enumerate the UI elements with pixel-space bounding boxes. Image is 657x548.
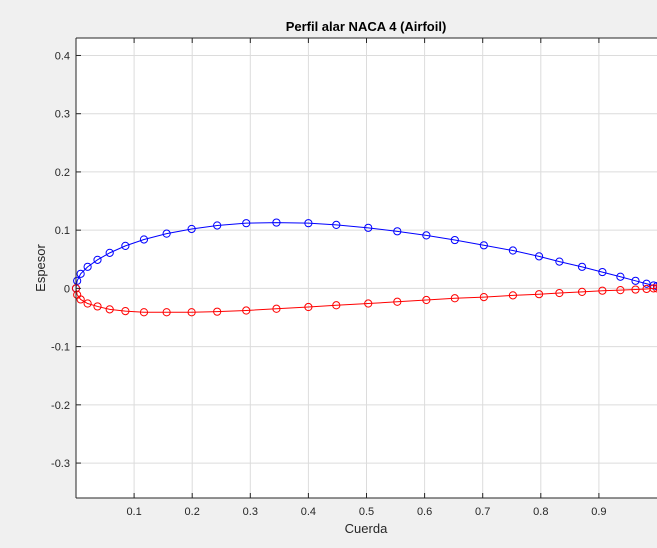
y-tick-label: 0.4 (55, 50, 70, 62)
y-tick-label: 0.2 (55, 167, 70, 179)
axes (75, 37, 657, 499)
chart-title: Perfil alar NACA 4 (Airfoil) (286, 19, 447, 34)
upper-surface-point (577, 262, 587, 271)
x-tick-label: 0.2 (185, 506, 200, 518)
lower-surface-point (616, 286, 625, 295)
upper-surface-point (213, 221, 222, 230)
lower-surface-point (121, 306, 130, 316)
lower-surface-point (304, 302, 313, 312)
lower-surface-line (75, 287, 657, 313)
lower-surface-point (83, 299, 92, 308)
lower-surface-point (364, 299, 373, 308)
lower-surface-point (93, 302, 102, 311)
upper-surface-line (75, 222, 657, 289)
upper-surface-point (187, 224, 196, 234)
upper-surface-point (598, 267, 607, 277)
x-tick-label: 0.9 (591, 506, 606, 518)
lower-surface-point (105, 305, 114, 314)
y-tick-label: -0.3 (51, 458, 70, 470)
lower-surface-point (187, 308, 196, 317)
x-tick-label: 0.6 (417, 506, 432, 518)
lower-surface-point (272, 304, 281, 313)
upper-surface-point (139, 235, 149, 244)
upper-surface-point (83, 262, 92, 271)
upper-surface-point (272, 218, 281, 227)
upper-surface-point (304, 219, 313, 228)
lower-surface-point (332, 301, 341, 310)
lower-surface-point (652, 284, 657, 293)
lower-surface-point (450, 294, 459, 303)
upper-surface-point (364, 223, 373, 232)
lower-surface-point (555, 288, 564, 298)
upper-surface-point (534, 252, 544, 261)
upper-surface-point (652, 281, 657, 291)
y-tick-label: -0.2 (51, 400, 70, 412)
grid-lines (76, 38, 657, 498)
x-tick-label: 0.5 (359, 506, 374, 518)
x-tick-label: 0.3 (243, 506, 258, 518)
lower-surface-point (598, 286, 607, 295)
lower-surface-point (631, 285, 640, 294)
upper-surface-point (121, 241, 130, 250)
lower-surface-point (242, 306, 251, 315)
x-tick-label: 0.8 (533, 506, 548, 518)
upper-surface-point (508, 246, 518, 255)
y-tick-label: 0.1 (55, 225, 70, 237)
upper-surface-point (555, 257, 564, 266)
upper-surface-point (105, 248, 114, 257)
lower-surface-point (479, 293, 488, 302)
upper-surface-point (631, 276, 640, 285)
upper-surface-point (242, 219, 251, 228)
lower-surface-point (213, 307, 222, 316)
y-tick-label: -0.1 (51, 342, 70, 354)
upper-surface-point (93, 255, 102, 264)
x-axis-label: Cuerda (345, 521, 388, 536)
upper-surface-point (393, 227, 402, 236)
upper-surface-point (616, 272, 625, 281)
y-axis-label: Espesor (33, 243, 48, 291)
x-tick-label: 0.1 (126, 506, 141, 518)
x-tick-label: 0.7 (475, 506, 490, 518)
lower-surface-point (162, 308, 171, 317)
y-tick-label: 0.3 (55, 109, 70, 121)
upper-surface-point (479, 241, 488, 250)
x-tick-label: 0.4 (301, 506, 316, 518)
upper-surface-point (422, 231, 431, 240)
lower-surface-point (422, 295, 431, 305)
upper-surface-point (162, 229, 171, 238)
lower-surface-point (508, 291, 518, 300)
lower-surface-point (577, 287, 587, 296)
upper-surface-point (76, 269, 85, 278)
lower-surface-point (534, 290, 544, 299)
tick-labels: 0.1 0.2 0.3 0.4 0.5 0.6 0.7 0.8 0.9 -0.3 -0.2 -0.1 0… (51, 50, 607, 518)
upper-surface-point (73, 276, 82, 285)
lower-surface-point (393, 297, 402, 306)
lower-surface-point (649, 284, 657, 293)
series-layer (71, 218, 657, 317)
lower-surface-point (76, 295, 85, 304)
upper-surface-point (332, 220, 341, 230)
lower-surface-point (139, 308, 149, 317)
y-tick-label: 0 (64, 283, 70, 295)
upper-surface-point (450, 235, 459, 245)
